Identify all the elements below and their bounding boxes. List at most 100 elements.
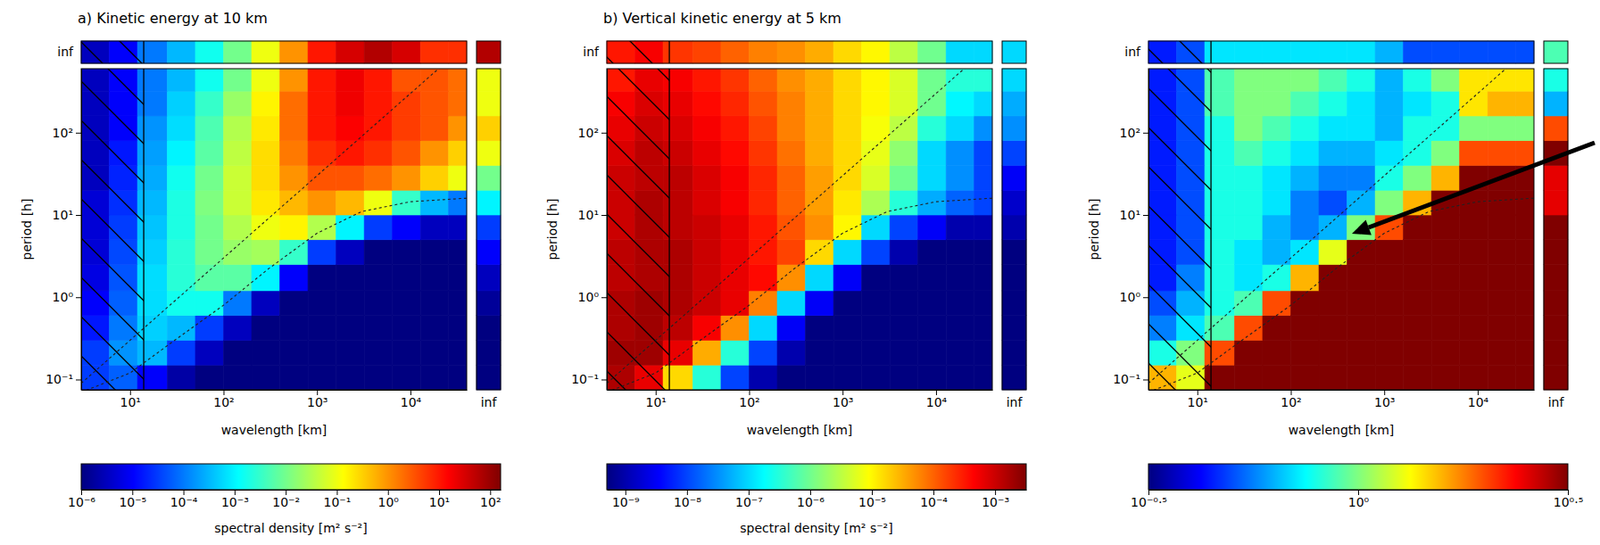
- tick-label: 10⁻⁰·⁵: [1130, 495, 1168, 510]
- cell: [166, 315, 196, 341]
- cell: [1290, 190, 1319, 216]
- tick: 10⁻¹: [1112, 372, 1149, 387]
- cell: [945, 364, 975, 390]
- cell: [1431, 315, 1460, 341]
- cell: [889, 215, 919, 241]
- cell: [692, 240, 722, 266]
- strip-frame: [476, 68, 501, 390]
- cell: [476, 140, 501, 166]
- cell: [1347, 140, 1377, 166]
- cell: [748, 290, 778, 316]
- cell: [974, 91, 993, 117]
- y-axis-title: period [h]: [1086, 198, 1102, 261]
- cell: [721, 116, 750, 141]
- cell: [1403, 41, 1433, 64]
- tick-label: 10⁴: [1467, 395, 1490, 410]
- cell: [692, 315, 722, 341]
- cell: [1543, 290, 1568, 316]
- arrow-shaft: [1368, 142, 1595, 228]
- cell: [1431, 339, 1460, 365]
- cell: [448, 140, 467, 166]
- tick-label: 10⁻¹: [1112, 372, 1141, 387]
- tick-mark: [601, 297, 607, 299]
- cell: [833, 41, 863, 64]
- cell: [1318, 339, 1348, 365]
- cell: [195, 190, 224, 216]
- cell: [364, 190, 393, 216]
- tick-label: inf: [1124, 44, 1142, 59]
- cell: [889, 315, 919, 341]
- cell: [1318, 364, 1348, 390]
- cell: [1318, 91, 1348, 117]
- cell: [721, 240, 750, 266]
- cell: [1347, 364, 1377, 390]
- cell: [862, 41, 891, 64]
- cell: [1002, 190, 1027, 216]
- cell: [223, 339, 252, 365]
- cell: [1375, 265, 1404, 291]
- cell: [1459, 91, 1489, 117]
- cell: [1516, 140, 1534, 166]
- inf-column-strip: [1543, 68, 1568, 390]
- cell: [336, 265, 365, 291]
- inf-row-strip: [1148, 41, 1534, 64]
- cell: [1516, 215, 1534, 241]
- cell: [777, 140, 806, 166]
- cell: [1487, 41, 1517, 64]
- tick-mark: [75, 215, 82, 216]
- title: b) Vertical kinetic energy at 5 km: [603, 9, 842, 27]
- cell: [748, 91, 778, 117]
- cell: [1234, 215, 1263, 241]
- cell: [1403, 140, 1433, 166]
- cell: [476, 265, 501, 291]
- cell: [1002, 240, 1027, 266]
- strip-frame: [606, 41, 993, 64]
- cell: [1234, 140, 1263, 166]
- cell: [862, 240, 891, 266]
- cell: [1234, 364, 1263, 390]
- cell: [280, 116, 309, 141]
- cell: [748, 140, 778, 166]
- cell: [1459, 364, 1489, 390]
- cell: [862, 165, 891, 191]
- cell: [223, 215, 252, 241]
- x-axis-title: wavelength [km]: [221, 422, 328, 438]
- cell: [777, 91, 806, 117]
- cell: [420, 165, 449, 191]
- cutoff-line: [142, 68, 144, 390]
- cell: [392, 265, 422, 291]
- tick: 10¹: [120, 389, 141, 410]
- cell: [1002, 116, 1027, 141]
- cell: [223, 140, 252, 166]
- cell: [307, 165, 337, 191]
- title: a) Kinetic energy at 10 km: [77, 9, 268, 27]
- cell: [805, 215, 835, 241]
- cell: [476, 190, 501, 216]
- axis: 10⁻⁹10⁻⁸10⁻⁷10⁻⁶10⁻⁵10⁻⁴10⁻³: [607, 489, 1028, 510]
- cell: [833, 68, 863, 92]
- cell: [805, 265, 835, 291]
- tick: 10⁻⁶: [67, 489, 96, 510]
- tick-label: inf: [1548, 395, 1566, 410]
- tick-label: inf: [480, 395, 498, 410]
- cell: [1403, 91, 1433, 117]
- cell: [748, 165, 778, 191]
- colorbar: [606, 464, 1027, 490]
- panel: 10¹10²10³10⁴10⁻¹10⁰10¹10²wavelength [km]…: [545, 9, 1028, 536]
- hatch: [606, 41, 670, 64]
- panel: 10¹10²10³10⁴10⁻¹10⁰10¹10²wavelength [km]…: [1086, 41, 1584, 510]
- tick: 10⁻⁹: [612, 489, 640, 510]
- cell: [1002, 41, 1027, 64]
- cell: [945, 41, 975, 64]
- tick-label: 10⁻¹: [571, 372, 599, 387]
- cell: [918, 265, 947, 291]
- cell: [918, 165, 947, 191]
- cell: [364, 41, 393, 64]
- cell: [692, 165, 722, 191]
- cell: [392, 140, 422, 166]
- inf-row-strip: [81, 41, 467, 64]
- cell: [1002, 290, 1027, 316]
- cell: [833, 215, 863, 241]
- cell: [1459, 140, 1489, 166]
- cell: [1318, 215, 1348, 241]
